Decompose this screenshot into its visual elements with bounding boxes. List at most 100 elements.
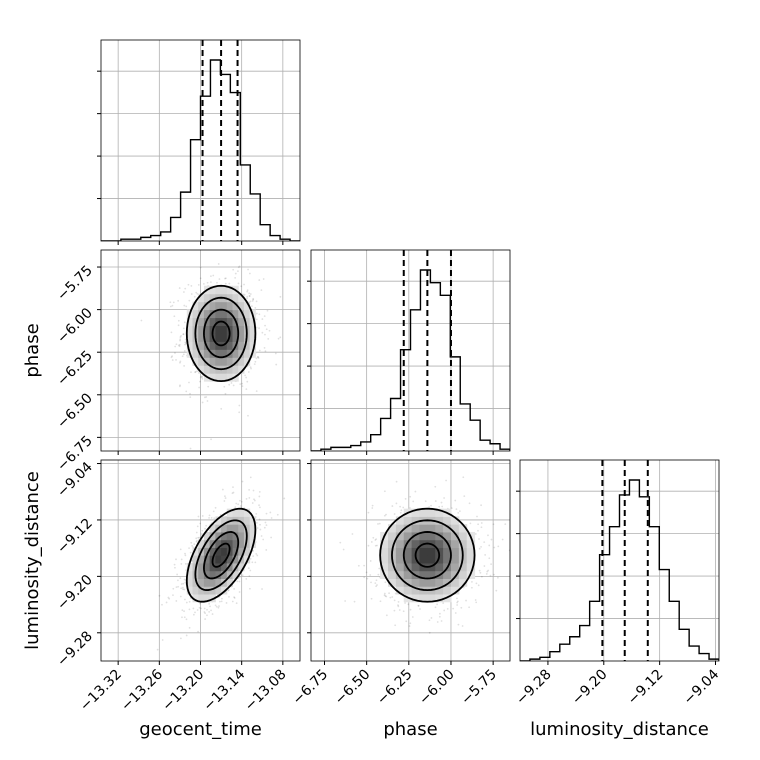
density-cell xyxy=(192,301,199,311)
scatter-point xyxy=(249,557,252,560)
scatter-point xyxy=(471,580,473,583)
density-cell xyxy=(435,524,444,533)
contour-1-sigma xyxy=(203,308,240,359)
density-cell xyxy=(388,531,397,541)
scatter-point xyxy=(258,490,261,493)
density-cell xyxy=(238,562,245,572)
density-cell xyxy=(226,578,234,587)
scatter-point xyxy=(375,585,378,588)
density-cell xyxy=(427,524,436,533)
scatter-point xyxy=(156,648,159,651)
scatter-point xyxy=(221,597,223,600)
scatter-point xyxy=(443,609,446,612)
density-cell xyxy=(215,531,222,541)
scatter-point xyxy=(265,328,268,331)
scatter-point xyxy=(459,510,461,513)
density-cell xyxy=(221,516,228,525)
scatter-point xyxy=(457,512,460,514)
scatter-point xyxy=(212,274,215,277)
scatter-point xyxy=(258,504,260,507)
density-cell xyxy=(443,586,452,595)
density-cell xyxy=(215,578,222,587)
scatter-point xyxy=(185,390,188,393)
scatter-point xyxy=(417,604,420,607)
scatter-point xyxy=(232,384,235,387)
density-cell xyxy=(226,562,234,572)
density-cell xyxy=(203,555,211,564)
scatter-point xyxy=(414,490,417,493)
scatter-point xyxy=(252,549,254,552)
density-cell xyxy=(192,555,199,564)
density-cell xyxy=(203,562,211,572)
scatter-point xyxy=(203,396,206,399)
scatter-point xyxy=(248,575,251,577)
density-cell xyxy=(388,570,397,579)
x-axis-label-phase: phase xyxy=(383,719,437,740)
scatter-point xyxy=(377,573,380,576)
density-cell xyxy=(215,357,222,366)
scatter-point xyxy=(376,584,378,586)
density-cell xyxy=(203,578,211,587)
scatter-point xyxy=(428,506,431,508)
scatter-point xyxy=(419,608,421,610)
scatter-point xyxy=(262,538,265,541)
scatter-point xyxy=(183,616,186,619)
density-cell xyxy=(232,349,239,358)
scatter-point xyxy=(480,575,483,578)
scatter-point xyxy=(375,538,378,541)
scatter-point xyxy=(190,541,193,544)
scatter-point xyxy=(393,609,396,612)
scatter-point xyxy=(434,485,437,488)
scatter-point xyxy=(196,292,199,295)
density-cell xyxy=(203,309,211,319)
panel-frame xyxy=(310,459,511,662)
scatter-point xyxy=(227,589,230,591)
density-cell xyxy=(221,373,228,382)
scatter-point xyxy=(488,557,491,560)
density-cell xyxy=(215,373,222,382)
scatter-point xyxy=(371,504,374,507)
scatter-point xyxy=(176,573,179,576)
scatter-point xyxy=(174,566,176,569)
scatter-point xyxy=(172,301,175,304)
scatter-point xyxy=(255,512,258,515)
scatter-point xyxy=(504,523,507,526)
scatter-point xyxy=(178,287,181,289)
scatter-point xyxy=(443,497,445,499)
scatter-point xyxy=(241,382,244,385)
scatter-point xyxy=(245,577,248,580)
density-cell xyxy=(221,586,228,595)
density-cell xyxy=(232,524,239,533)
scatter-point xyxy=(248,295,251,297)
density-cell xyxy=(238,293,245,303)
scatter-point xyxy=(398,609,401,611)
density-cell xyxy=(215,547,222,556)
density-cell xyxy=(198,586,205,595)
scatter-point xyxy=(165,601,168,604)
scatter-point xyxy=(470,586,473,589)
tick-label-x: −13.26 xyxy=(118,666,166,714)
scatter-point xyxy=(377,523,379,525)
scatter-point xyxy=(179,339,181,342)
scatter-point xyxy=(184,581,187,584)
scatter-point xyxy=(440,620,443,622)
scatter-point xyxy=(198,536,201,539)
scatter-point xyxy=(457,623,460,626)
density-cell xyxy=(226,285,234,295)
scatter-point xyxy=(408,625,411,627)
scatter-point xyxy=(438,615,441,618)
panel-luminosity-distance-vs-phase: −6.75 −6.50 −6.25 −6.00 −5.75 xyxy=(290,459,511,708)
scatter-point xyxy=(474,599,477,601)
scatter-point xyxy=(255,390,258,393)
density-cell xyxy=(395,555,405,564)
density-cell xyxy=(221,547,228,556)
density-cell xyxy=(232,309,239,319)
density-cell xyxy=(249,524,256,533)
density-cell xyxy=(215,285,222,295)
scatter-point xyxy=(279,336,282,339)
scatter-point xyxy=(172,594,174,596)
density-cell xyxy=(435,539,444,548)
scatter-point xyxy=(411,616,414,618)
density-cell xyxy=(435,586,444,595)
